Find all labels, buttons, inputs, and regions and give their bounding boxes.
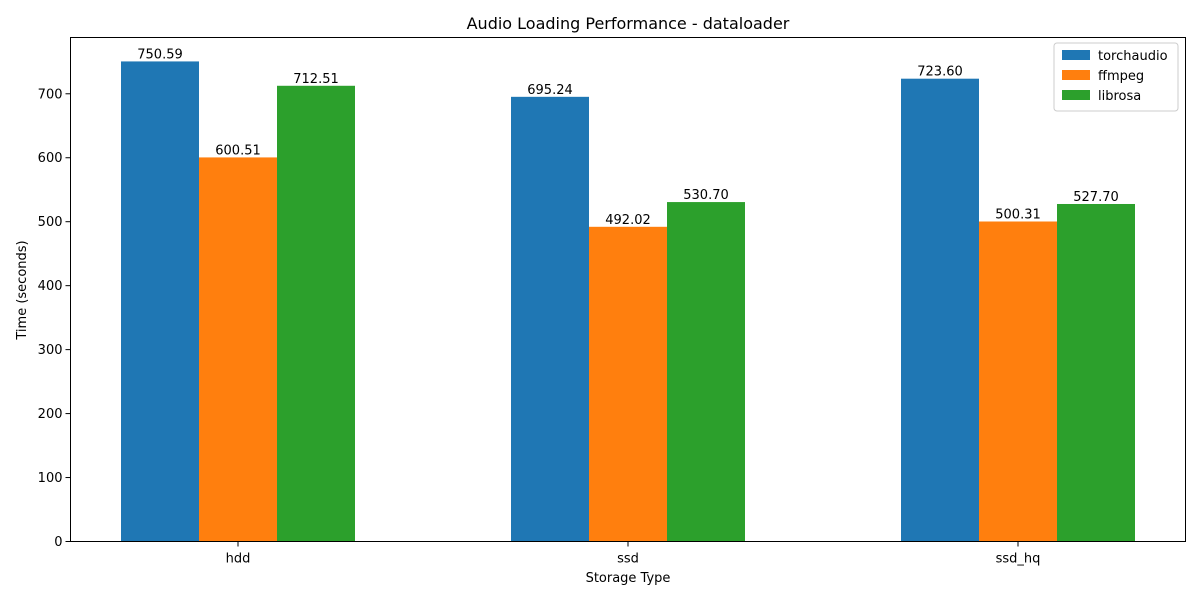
x-tick-label-ssd: ssd xyxy=(617,552,639,567)
y-tick-label: 700 xyxy=(38,87,63,102)
data-label-torchaudio-hdd: 750.59 xyxy=(137,47,183,62)
bar-torchaudio-ssd_hq xyxy=(901,78,979,542)
bars-layer xyxy=(121,61,1135,542)
legend-label-ffmpeg: ffmpeg xyxy=(1098,69,1144,84)
y-tick-label: 200 xyxy=(38,407,63,422)
plot-frame xyxy=(70,37,1186,542)
bar-librosa-hdd xyxy=(277,85,355,542)
legend: torchaudio ffmpeg librosa xyxy=(1053,42,1179,112)
data-label-ffmpeg-ssd_hq: 500.31 xyxy=(995,208,1041,223)
data-label-librosa-hdd: 712.51 xyxy=(293,72,339,87)
bar-ffmpeg-hdd xyxy=(199,157,277,542)
bar-ffmpeg-ssd xyxy=(589,226,667,542)
y-tick-label: 100 xyxy=(38,471,63,486)
data-label-librosa-ssd: 530.70 xyxy=(683,188,729,203)
bar-torchaudio-ssd xyxy=(511,96,589,542)
bar-torchaudio-hdd xyxy=(121,61,199,542)
bar-ffmpeg-ssd_hq xyxy=(979,221,1057,542)
y-tick-label: 600 xyxy=(38,151,63,166)
y-tick-label: 500 xyxy=(38,215,63,230)
x-tick-label-ssd_hq: ssd_hq xyxy=(996,552,1041,567)
data-labels-layer: 750.59 600.51 712.51 695.24 492.02 530.70 723.… xyxy=(137,47,1119,227)
y-tick-label: 0 xyxy=(54,535,62,550)
legend-swatch-torchaudio xyxy=(1062,50,1090,60)
data-label-librosa-ssd_hq: 527.70 xyxy=(1073,190,1119,205)
y-tick-label: 400 xyxy=(38,279,63,294)
bar-librosa-ssd xyxy=(667,202,745,542)
x-axis: hdd ssd ssd_hq xyxy=(226,541,1041,567)
data-label-torchaudio-ssd_hq: 723.60 xyxy=(917,65,963,80)
data-label-ffmpeg-ssd: 492.02 xyxy=(605,213,651,228)
x-axis-label: Storage Type xyxy=(586,571,671,586)
y-axis-label: Time (seconds) xyxy=(15,240,30,340)
legend-swatch-ffmpeg xyxy=(1062,70,1090,80)
x-tick-label-hdd: hdd xyxy=(226,552,251,567)
chart-title: Audio Loading Performance - dataloader xyxy=(467,14,790,33)
y-axis: 0 100 200 300 400 500 600 700 xyxy=(38,87,71,550)
y-tick-label: 300 xyxy=(38,343,63,358)
bar-librosa-ssd_hq xyxy=(1057,203,1135,542)
legend-swatch-librosa xyxy=(1062,90,1090,100)
data-label-ffmpeg-hdd: 600.51 xyxy=(215,143,261,158)
data-label-torchaudio-ssd: 695.24 xyxy=(527,83,573,98)
legend-label-torchaudio: torchaudio xyxy=(1098,49,1168,64)
legend-label-librosa: librosa xyxy=(1098,89,1141,104)
